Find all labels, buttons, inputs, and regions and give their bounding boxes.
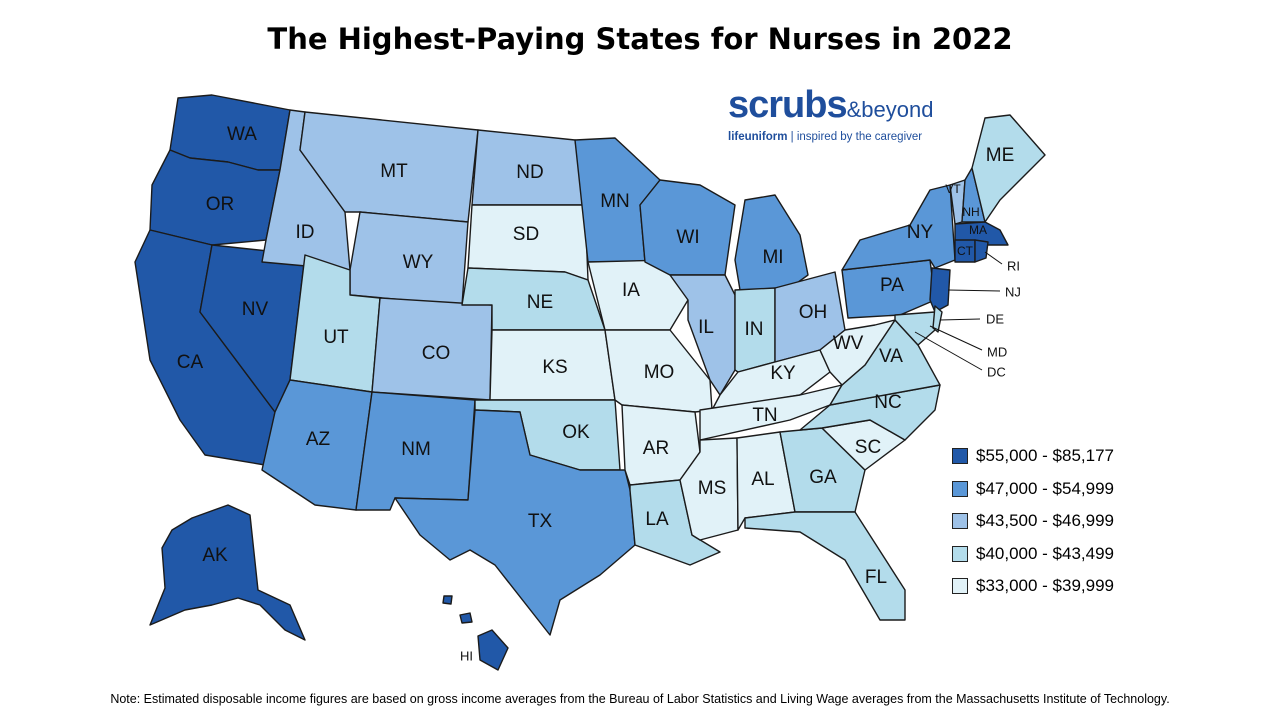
legend-swatch: [952, 545, 968, 562]
label-NC: NC: [874, 392, 901, 413]
label-OR: OR: [206, 194, 235, 215]
legend-label: $33,000 - $39,999: [976, 576, 1115, 596]
leader-NJ: [947, 289, 1001, 292]
label-NM: NM: [401, 439, 431, 460]
label-NY: NY: [907, 222, 934, 243]
label-VA: VA: [879, 346, 903, 367]
logo-brand-text: scrubs: [728, 84, 848, 126]
label-IN: IN: [745, 319, 764, 340]
legend-swatch: [952, 448, 968, 465]
label-UT: UT: [323, 327, 349, 348]
label-NJ: NJ: [1005, 284, 1021, 299]
leader-RI: [984, 251, 1003, 265]
label-TX: TX: [528, 511, 553, 532]
legend-item: $43,500 - $46,999: [952, 505, 1152, 538]
label-GA: GA: [809, 467, 837, 488]
label-OH: OH: [799, 302, 828, 323]
legend: $55,000 - $85,177 $47,000 - $54,999 $43,…: [952, 440, 1152, 603]
brand-logo: scrubs&beyond lifeuniform | inspired by …: [728, 86, 952, 143]
legend-label: $47,000 - $54,999: [976, 478, 1115, 498]
state-FL: [744, 511, 906, 621]
legend-item: $33,000 - $39,999: [952, 570, 1152, 603]
label-MA: MA: [969, 223, 987, 237]
label-IL: IL: [698, 317, 714, 338]
state-NC: [799, 384, 941, 441]
leader-DE: [939, 318, 981, 321]
label-MO: MO: [644, 362, 675, 383]
label-TN: TN: [752, 405, 777, 426]
label-IA: IA: [622, 280, 640, 301]
legend-item: $55,000 - $85,177: [952, 440, 1152, 473]
state-DE: [932, 305, 943, 333]
label-KY: KY: [770, 363, 796, 384]
label-AL: AL: [751, 469, 774, 490]
label-WA: WA: [227, 124, 257, 145]
label-SC: SC: [855, 437, 881, 458]
logo-sub-life: life: [728, 131, 745, 143]
label-RI: RI: [1007, 258, 1020, 273]
label-MT: MT: [380, 161, 408, 182]
state-NJ: [929, 267, 951, 313]
footnote: Note: Estimated disposable income figure…: [110, 692, 1170, 706]
label-ME: ME: [986, 145, 1015, 166]
label-CO: CO: [422, 343, 451, 364]
logo-amp-text: &beyond: [846, 97, 934, 122]
label-KS: KS: [542, 357, 567, 378]
label-CA: CA: [177, 352, 204, 373]
state-AK: [149, 504, 306, 641]
label-NH: NH: [962, 205, 979, 219]
label-AZ: AZ: [306, 429, 331, 450]
legend-label: $55,000 - $85,177: [976, 446, 1115, 466]
label-LA: LA: [645, 509, 669, 530]
label-DC: DC: [987, 364, 1006, 379]
legend-item: $47,000 - $54,999: [952, 473, 1152, 506]
label-MI: MI: [762, 247, 783, 268]
state-ME: [971, 114, 1046, 223]
state-KY: [711, 349, 831, 411]
label-PA: PA: [880, 275, 904, 296]
state-MI: [734, 194, 809, 291]
label-FL: FL: [865, 567, 887, 588]
legend-item: $40,000 - $43,499: [952, 538, 1152, 571]
legend-swatch: [952, 513, 968, 530]
label-OK: OK: [562, 422, 590, 443]
state-WI: [639, 179, 736, 276]
leader-MD: [929, 325, 983, 351]
state-HI: [442, 595, 509, 671]
label-WV: WV: [833, 333, 864, 354]
label-WI: WI: [676, 227, 699, 248]
legend-swatch: [952, 578, 968, 595]
label-MS: MS: [698, 478, 727, 499]
label-SD: SD: [513, 224, 539, 245]
legend-label: $43,500 - $46,999: [976, 511, 1115, 531]
label-CT: CT: [957, 244, 974, 258]
label-ID: ID: [296, 222, 315, 243]
label-DE: DE: [986, 311, 1004, 326]
label-WY: WY: [403, 252, 434, 273]
label-AK: AK: [202, 545, 228, 566]
state-TX: [394, 409, 636, 636]
leader-DC: [914, 331, 983, 371]
state-NY: [841, 184, 956, 271]
state-WV: [819, 319, 896, 386]
label-HI: HI: [460, 648, 473, 663]
label-AR: AR: [643, 438, 669, 459]
state-RI: [974, 239, 989, 263]
logo-sub-uniform: uniform: [744, 131, 788, 143]
label-VT: VT: [945, 182, 961, 196]
state-MD: [894, 311, 936, 346]
label-MD: MD: [987, 344, 1007, 359]
label-ND: ND: [516, 162, 543, 183]
logo-tagline: | inspired by the caregiver: [787, 131, 923, 143]
map-title: The Highest-Paying States for Nurses in …: [267, 22, 1013, 56]
legend-label: $40,000 - $43,499: [976, 543, 1115, 563]
label-MN: MN: [600, 191, 630, 212]
legend-swatch: [952, 480, 968, 497]
label-NE: NE: [527, 292, 553, 313]
label-NV: NV: [242, 299, 269, 320]
